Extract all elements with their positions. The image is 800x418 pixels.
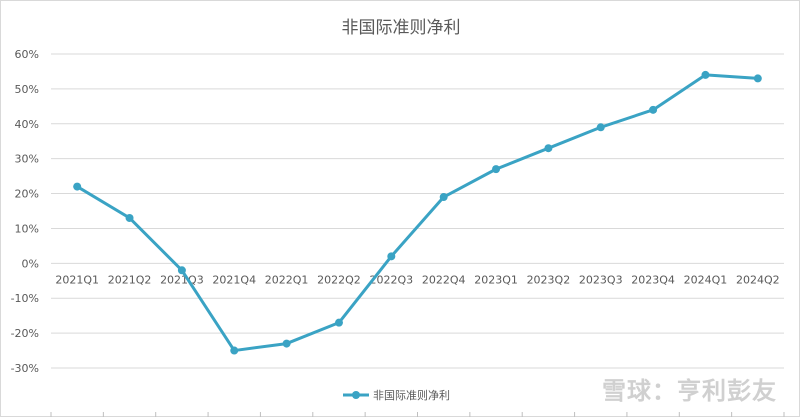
x-tick-label: 2023Q1	[474, 273, 518, 286]
y-tick-label: 0%	[22, 257, 39, 270]
y-tick-label: -10%	[11, 292, 39, 305]
x-tick-label: 2023Q4	[631, 273, 675, 286]
data-point	[596, 123, 605, 132]
x-tick-label: 2024Q1	[684, 273, 728, 286]
y-tick-label: 50%	[15, 83, 39, 96]
x-tick-label: 2021Q1	[55, 273, 99, 286]
legend-dot-marker	[352, 391, 360, 399]
y-tick-label: 30%	[15, 153, 39, 166]
series-line	[75, 73, 760, 353]
x-tick-label: 2021Q2	[108, 273, 152, 286]
x-tick-label: 2022Q4	[422, 273, 466, 286]
data-point	[282, 339, 291, 348]
y-axis-ticks: 60% 50% 40% 30% 20% 10% 0% -10% -20% -30%	[11, 48, 39, 375]
data-point	[701, 70, 710, 79]
x-tick-label: 2021Q3	[160, 273, 204, 286]
data-point	[492, 165, 501, 174]
y-tick-label: 20%	[15, 188, 39, 201]
data-point	[334, 318, 343, 327]
y-tick-label: -30%	[11, 362, 39, 375]
data-point	[177, 266, 186, 275]
data-point	[125, 213, 134, 222]
y-tick-label: 10%	[15, 222, 39, 235]
data-point	[649, 105, 658, 114]
gridlines	[51, 53, 784, 369]
data-point	[439, 193, 448, 202]
x-tick-label: 2023Q3	[579, 273, 623, 286]
x-tick-label: 2021Q4	[212, 273, 256, 286]
x-tick-label: 2022Q1	[265, 273, 309, 286]
y-tick-label: 40%	[15, 118, 39, 131]
data-point	[73, 182, 82, 191]
watermark: 雪球：亨利彭友	[602, 377, 777, 405]
x-tick-label: 2022Q2	[317, 273, 361, 286]
data-point	[387, 252, 396, 261]
x-axis-ticks: 2021Q1 2021Q2 2021Q3 2021Q4 2022Q1 2022Q2 2022…	[50, 273, 785, 417]
legend-label: 非国际准则净利	[373, 388, 450, 402]
x-tick-label: 2023Q2	[527, 273, 571, 286]
x-tick-label: 2024Q2	[736, 273, 780, 286]
legend: 非国际准则净利	[343, 388, 450, 402]
data-point	[544, 144, 553, 153]
chart-title: 非国际准则净利	[342, 18, 461, 38]
y-tick-label: -20%	[11, 327, 39, 340]
series-layer	[73, 70, 762, 355]
data-point	[753, 74, 762, 83]
data-point	[230, 346, 239, 355]
x-tick-label: 2022Q3	[369, 273, 413, 286]
y-tick-label: 60%	[15, 48, 39, 61]
